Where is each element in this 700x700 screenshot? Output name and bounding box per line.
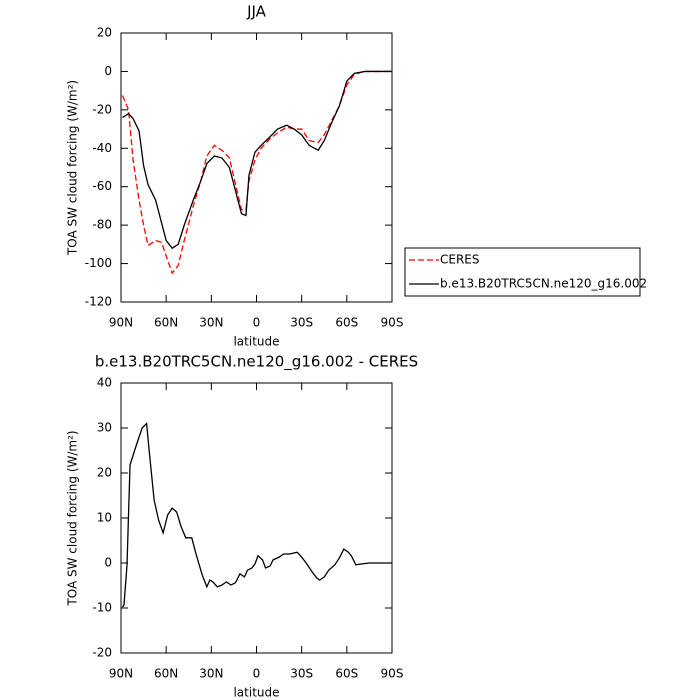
plot-frame [120, 32, 393, 303]
y-tick-label: 20 [97, 466, 112, 480]
x-tick-label: 90N [109, 667, 133, 681]
y-tick-label: -20 [92, 646, 112, 660]
y-tick-label: -100 [85, 256, 112, 270]
chart-title: JJA [246, 3, 267, 21]
y-tick-label: 0 [104, 556, 112, 570]
y-tick-label: -60 [92, 179, 112, 193]
x-tick-label: 30S [290, 316, 313, 330]
x-tick-label: 30S [290, 667, 313, 681]
y-tick-label: 10 [97, 511, 112, 525]
legend-label: CERES [440, 253, 480, 267]
x-tick-label: 60S [335, 316, 358, 330]
y-axis-label: TOA SW cloud forcing (W/m²) [66, 430, 80, 606]
x-tick-label: 30N [199, 316, 223, 330]
y-tick-label: -40 [92, 141, 112, 155]
y-tick-label: -120 [85, 295, 112, 309]
y-tick-label: 30 [97, 421, 112, 435]
y-tick-label: -10 [92, 601, 112, 615]
data-line [121, 422, 392, 608]
x-tick-label: 30N [199, 667, 223, 681]
y-tick-label: 0 [104, 64, 112, 78]
x-tick-label: 90S [381, 316, 404, 330]
x-tick-label: 0 [253, 316, 261, 330]
data-line [121, 70, 392, 275]
x-tick-label: 60N [154, 667, 178, 681]
chart-title: b.e13.B20TRC5CN.ne120_g16.002 - CERES [95, 353, 418, 372]
x-axis-label: latitude [233, 686, 279, 700]
y-tick-label: -20 [92, 102, 112, 116]
x-tick-label: 90S [381, 667, 404, 681]
y-axis-label: TOA SW cloud forcing (W/m²) [66, 80, 80, 256]
x-tick-label: 90N [109, 316, 133, 330]
legend-label: b.e13.B20TRC5CN.ne120_g16.002 [440, 277, 647, 291]
y-tick-label: 40 [97, 376, 112, 390]
data-line [122, 70, 392, 250]
plot-frame [120, 382, 393, 654]
y-tick-label: -80 [92, 218, 112, 232]
x-tick-label: 0 [253, 667, 261, 681]
x-tick-label: 60N [154, 316, 178, 330]
y-tick-label: 20 [97, 26, 112, 40]
x-axis-label: latitude [233, 335, 279, 349]
legend-box [404, 247, 641, 297]
x-tick-label: 60S [335, 667, 358, 681]
